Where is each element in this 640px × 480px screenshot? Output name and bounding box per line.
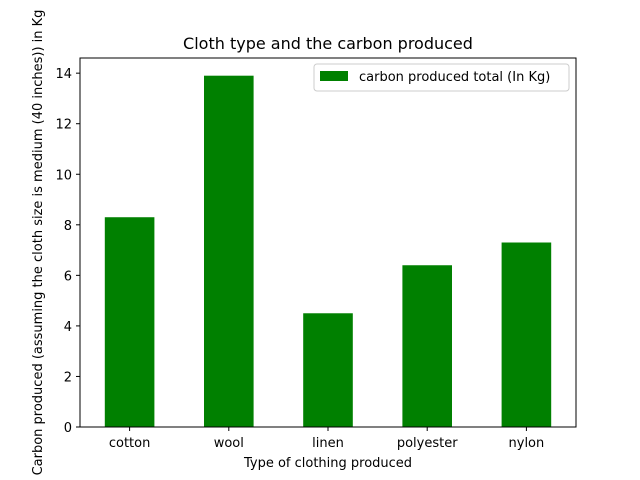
legend-label: carbon produced total (In Kg) — [359, 70, 550, 85]
y-tick-label: 0 — [64, 421, 72, 436]
legend-swatch — [320, 71, 348, 81]
legend-frame — [313, 63, 570, 92]
bar-cotton — [104, 217, 155, 427]
y-axis-ticks: 0 2 4 6 8 10 12 14 — [55, 67, 80, 436]
chart-title: Cloth type and the carbon produced — [183, 34, 473, 53]
x-tick-label: polyester — [397, 436, 458, 451]
bar-polyester — [402, 265, 452, 427]
bar-wool — [204, 75, 254, 428]
y-tick-label: 8 — [64, 219, 72, 234]
y-axis-label: Carbon produced (assuming the cloth size… — [31, 10, 46, 476]
y-tick-label: 4 — [64, 320, 72, 335]
legend: carbon produced total (In Kg) — [313, 63, 570, 92]
bar-nylon — [501, 242, 552, 427]
x-axis-ticks: cotton wool linen polyester nylon — [109, 427, 544, 451]
y-tick-label: 2 — [64, 370, 72, 385]
bars — [104, 75, 552, 428]
x-axis-label: Type of clothing produced — [243, 456, 412, 471]
y-tick-label: 12 — [55, 118, 72, 133]
y-tick-label: 10 — [55, 168, 72, 183]
plot-frame — [79, 57, 577, 428]
x-tick-label: linen — [312, 436, 344, 451]
x-tick-label: wool — [214, 436, 244, 451]
x-tick-label: cotton — [109, 436, 151, 451]
bar-linen — [303, 313, 353, 427]
x-tick-label: nylon — [509, 436, 545, 451]
y-tick-label: 14 — [55, 67, 72, 82]
y-tick-label: 6 — [64, 269, 72, 284]
